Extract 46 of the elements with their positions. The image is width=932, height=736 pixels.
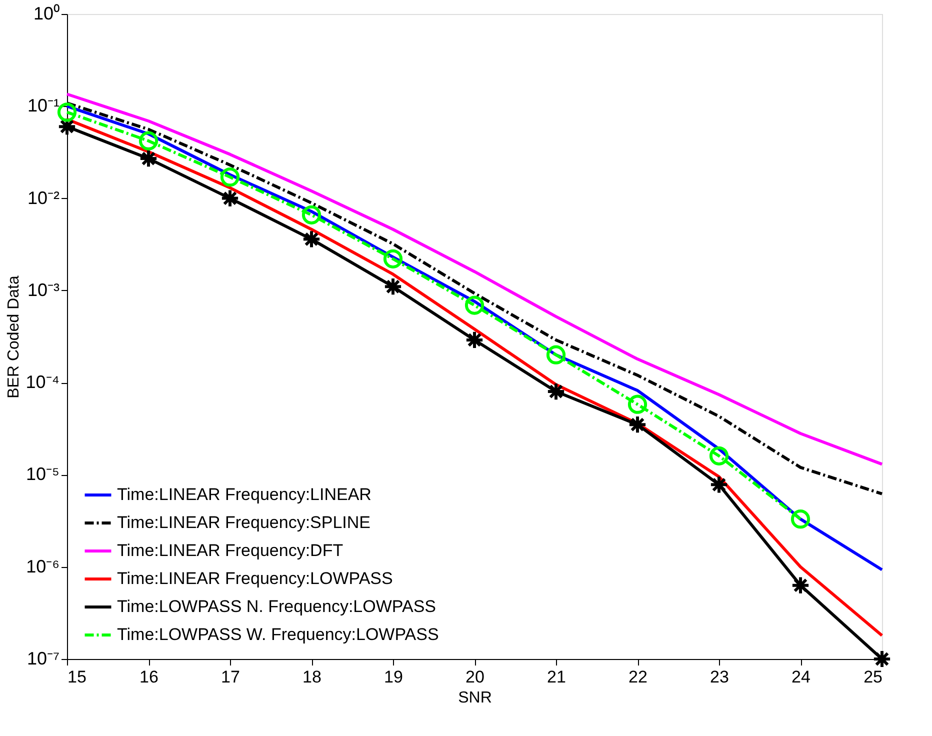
y-tick-label: 10⁻⁵: [26, 464, 60, 484]
point: [138, 131, 158, 150]
point: [628, 394, 648, 414]
x-tick-label: 25: [864, 668, 882, 686]
point: [790, 510, 810, 529]
y-tick-label: 10⁻⁴: [26, 372, 60, 392]
y-tick-label: 10⁻⁷: [26, 648, 60, 668]
point: [383, 249, 403, 268]
point: [220, 168, 240, 187]
x-axis-title: SNR: [458, 690, 492, 706]
point: [138, 148, 158, 168]
x-tick-label: 19: [384, 668, 403, 686]
y-tick-label: 10⁻¹: [27, 96, 60, 116]
legend-label: Time:LINEAR Frequency:SPLINE: [117, 513, 371, 532]
legend-label: Time:LOWPASS N. Frequency:LOWPASS: [117, 597, 436, 616]
point: [628, 415, 648, 434]
legend-label: Time:LINEAR Frequency:LINEAR: [117, 485, 372, 504]
legend-label: Time:LINEAR Frequency:DFT: [117, 541, 344, 560]
x-tick-label: 21: [547, 668, 566, 686]
point: [709, 475, 729, 494]
x-tick-label: 17: [221, 668, 240, 686]
y-tick-label: 10⁻²: [27, 188, 60, 208]
point: [872, 649, 892, 669]
point: [709, 446, 729, 466]
point: [546, 345, 566, 364]
y-tick-label: 10⁻³: [27, 280, 60, 300]
point: [302, 230, 322, 249]
point: [383, 277, 403, 296]
x-tick-label: 22: [628, 668, 648, 686]
x-tick-label: 15: [68, 668, 86, 686]
legend-label: Time:LOWPASS W. Frequency:LOWPASS: [117, 625, 439, 644]
point: [790, 576, 810, 595]
point: [220, 188, 240, 208]
x-tick-label: 18: [302, 668, 322, 686]
x-tick-label: 16: [140, 668, 158, 686]
x-tick-label: 24: [792, 668, 810, 686]
point: [302, 205, 322, 224]
point: [546, 382, 566, 402]
point: [464, 296, 484, 315]
point: [464, 330, 484, 350]
y-axis-title: BER Coded Data: [6, 276, 23, 398]
x-tick-label: 23: [710, 668, 729, 686]
legend-label: Time:LINEAR Frequency:LOWPASS: [117, 569, 393, 588]
y-tick-label: 10⁻⁶: [26, 556, 60, 576]
x-tick-label: 20: [466, 668, 484, 686]
y-tick-label: 10⁰: [33, 4, 60, 24]
